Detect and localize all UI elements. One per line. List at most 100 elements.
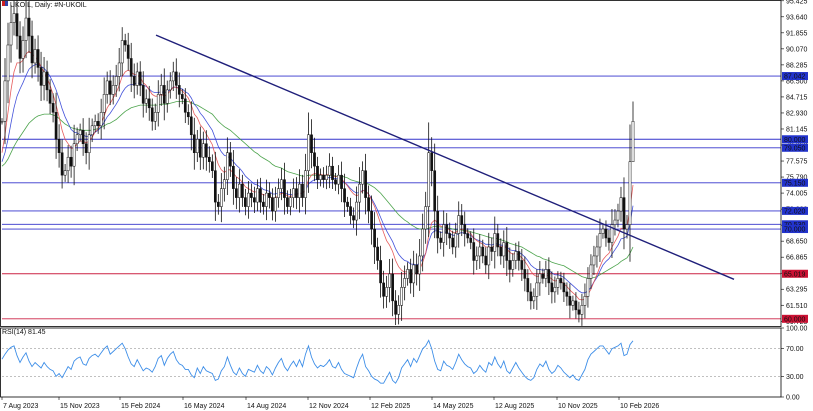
candle-body — [277, 188, 280, 198]
candle-body — [223, 179, 226, 189]
candle-body — [484, 255, 488, 266]
candle-body — [502, 242, 506, 257]
candle-body — [538, 273, 542, 284]
candle-body — [42, 71, 46, 86]
candle-body — [51, 103, 55, 113]
time-tick-label: 14 May 2025 — [433, 403, 474, 410]
panel-frames — [0, 0, 782, 398]
candle-body — [213, 170, 217, 203]
candle-body — [36, 49, 40, 68]
price-tick-label: 77.575 — [786, 159, 808, 166]
candle-body — [210, 161, 214, 171]
candle-body — [418, 255, 422, 275]
candle-body — [451, 237, 455, 248]
candle-body — [349, 206, 352, 216]
candle-body — [409, 269, 412, 284]
candle-body — [135, 71, 139, 86]
candle-body — [391, 273, 394, 302]
candle-body — [295, 188, 298, 198]
candle-body — [583, 296, 587, 306]
candle-body — [319, 174, 322, 180]
candle-body — [433, 170, 437, 212]
candle-body — [114, 76, 118, 86]
symbol-header: UKOIL, Daily: #N-UKOIL — [2, 1, 87, 9]
time-tick-label: 12 Feb 2025 — [371, 403, 410, 410]
level-tag-box — [782, 72, 808, 81]
rsi-tick-label: 100.00 — [786, 326, 808, 333]
candle-body — [30, 35, 34, 64]
price-tick-label: 91.855 — [786, 30, 808, 37]
candle-body — [616, 210, 620, 221]
candle-body — [367, 197, 370, 212]
candle-body — [328, 165, 331, 176]
level-tags: 87.04280.00079.05075.15072.02070.53070.0… — [782, 72, 808, 323]
candle-body — [117, 62, 121, 77]
candle-body — [478, 246, 482, 257]
candle-body — [177, 85, 181, 95]
candle-body — [192, 134, 196, 153]
candle-body — [69, 156, 73, 167]
candle-body — [33, 49, 37, 64]
candle-body — [75, 134, 79, 144]
candle-body — [229, 152, 232, 167]
candle-body — [466, 233, 470, 239]
candle-body — [301, 183, 304, 198]
candle-body — [526, 278, 530, 293]
level-tag-box — [782, 314, 808, 323]
candle-body — [400, 287, 403, 306]
time-tick-label: 10 Feb 2026 — [620, 403, 659, 410]
candle-body — [207, 156, 211, 162]
candle-body — [186, 112, 190, 118]
candle-body — [271, 197, 274, 212]
candle-body — [198, 139, 202, 158]
candle-body — [129, 58, 133, 77]
candle-body — [280, 179, 283, 189]
rsi-panel: 100.00 70.00 30.00 0.00 — [1, 326, 808, 402]
candle-body — [571, 300, 575, 306]
candle-body — [505, 242, 509, 261]
candle-body — [60, 152, 64, 176]
price-tick-label: 84.715 — [786, 94, 808, 101]
candle-body — [631, 121, 635, 162]
candle-body — [334, 179, 337, 185]
price-tick-label: 75.790 — [786, 175, 808, 182]
level-tag-box — [782, 206, 808, 215]
candle-body — [153, 112, 157, 122]
candle-body — [619, 197, 623, 212]
candle-body — [385, 287, 388, 297]
candle-body — [565, 291, 569, 297]
candle-body — [99, 112, 103, 127]
candle-body — [108, 80, 112, 95]
candle-body — [274, 197, 277, 212]
time-tick-label: 14 Aug 2024 — [247, 403, 286, 410]
time-tick-label: 12 Aug 2025 — [495, 403, 534, 410]
candle-body — [592, 255, 596, 266]
candle-body — [613, 219, 617, 225]
candle-body — [424, 206, 428, 230]
candle-body — [307, 134, 310, 171]
price-tick-label: 63.295 — [786, 287, 808, 294]
price-tick-label: 81.145 — [786, 126, 808, 133]
rsi-tick-label: 0.00 — [786, 395, 800, 402]
candle-body — [523, 269, 527, 279]
time-tick-label: 15 Feb 2024 — [121, 403, 160, 410]
candle-body — [514, 251, 518, 261]
candle-body — [45, 71, 49, 91]
candle-body — [226, 152, 229, 180]
price-tick-label: 68.650 — [786, 239, 808, 246]
rsi-title: RSI(14) 81.45 — [2, 329, 46, 336]
rsi-tick-label: 70.00 — [786, 346, 804, 353]
candle-body — [625, 224, 629, 230]
level-tag-label: 60.000 — [784, 316, 806, 323]
level-tag-box — [782, 135, 808, 144]
price-tick-label: 66.865 — [786, 255, 808, 262]
candle-body — [21, 40, 25, 59]
candle-body — [331, 165, 334, 180]
candle-body — [144, 98, 148, 104]
candle-body — [48, 89, 52, 104]
candle-body — [472, 242, 476, 261]
candle-body — [325, 174, 328, 180]
price-tick-label: 93.640 — [786, 14, 808, 21]
candle-body — [238, 183, 241, 198]
